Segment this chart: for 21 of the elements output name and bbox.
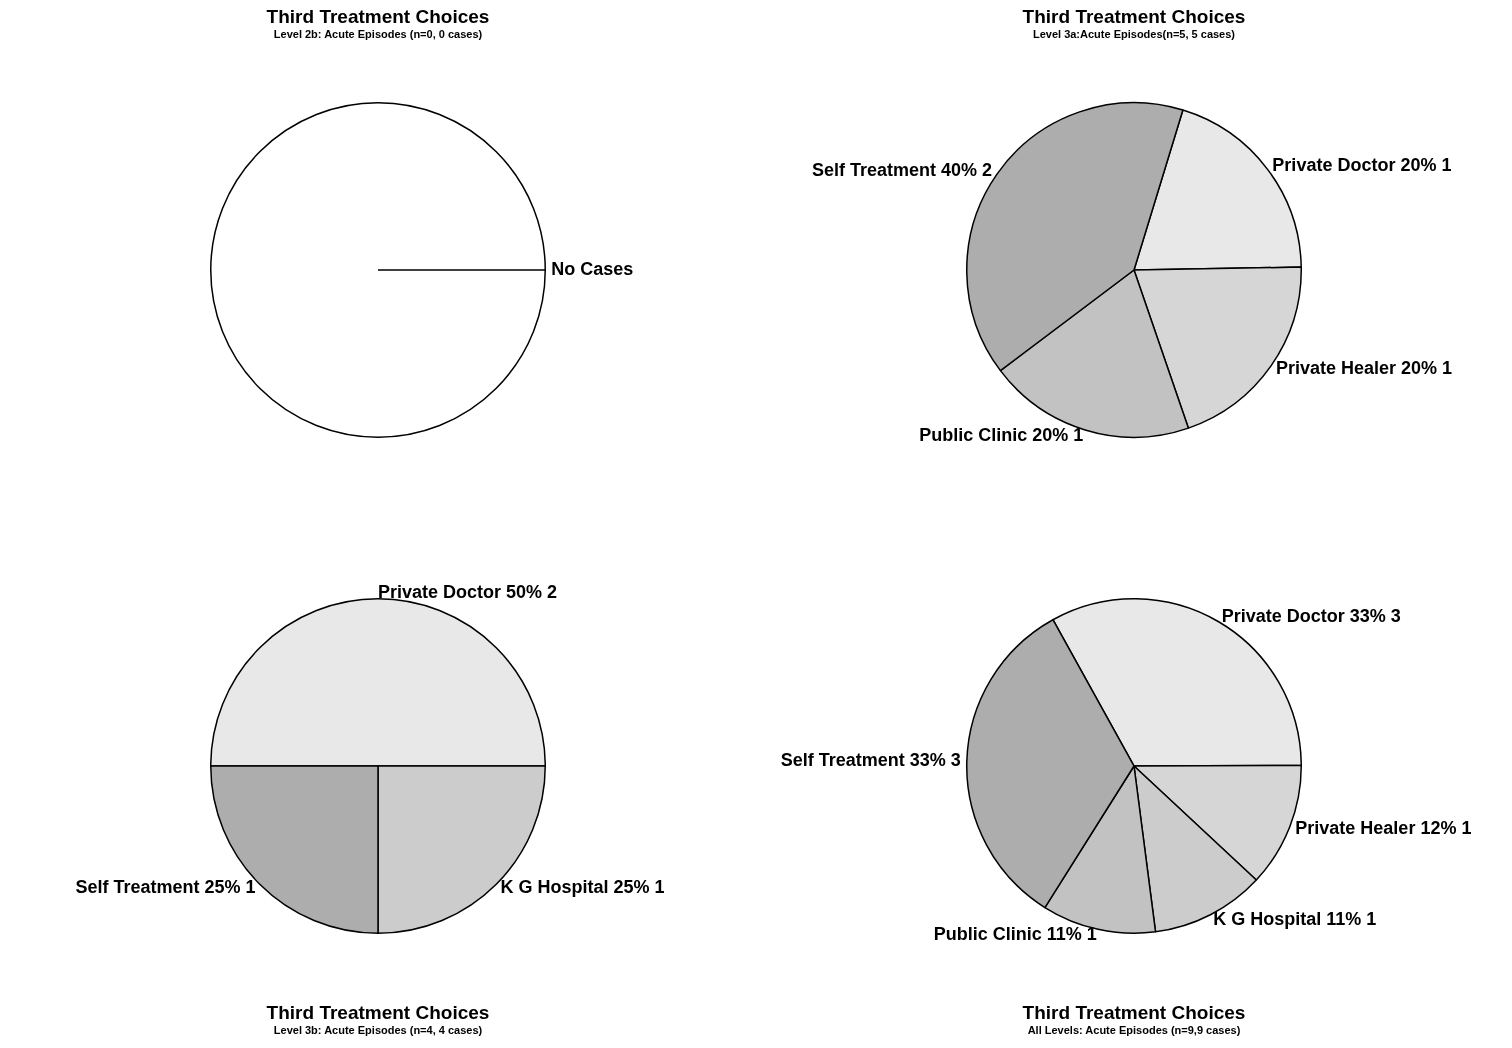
slice-label: Private Doctor 50% 2 (378, 581, 558, 602)
text: Third Treatment Choices (1022, 1002, 1246, 1024)
slice-label: No Cases (551, 258, 634, 279)
chart-subtitle: Level 3a:Acute Episodes(n=5, 5 cases) (1031, 28, 1237, 40)
slice-label: Private Healer 20% 1 (1275, 358, 1453, 379)
slice-label: Self Treatment 25% 1 (75, 877, 256, 898)
slice-label: Private Healer 12% 1 (1295, 818, 1472, 839)
slice-label: Private Doctor 33% 3 (1221, 605, 1401, 626)
text: Third Treatment Choices (266, 1002, 490, 1024)
slice-label: K G Hospital 11% 1 (1213, 909, 1377, 930)
slice-label: Self Treatment 33% 3 (780, 750, 961, 771)
slice-label: Self Treatment 40% 2 (811, 159, 993, 180)
chart-title: Third Treatment Choices (266, 6, 490, 28)
slice-label: Public Clinic 11% 1 (933, 924, 1097, 945)
chart-title: Third Treatment Choices (1022, 6, 1246, 28)
chart-subtitle: Level 2b: Acute Episodes (n=0, 0 cases) (272, 28, 484, 40)
text: All Levels: Acute Episodes (n=9,9 cases) (1026, 1024, 1242, 1036)
text: Level 3b: Acute Episodes (n=4, 4 cases) (272, 1024, 484, 1036)
slice-label: Private Doctor 20% 1 (1272, 154, 1452, 175)
slice-label: K G Hospital 25% 1 (500, 877, 665, 898)
slice-label: Public Clinic 20% 1 (919, 424, 1084, 445)
